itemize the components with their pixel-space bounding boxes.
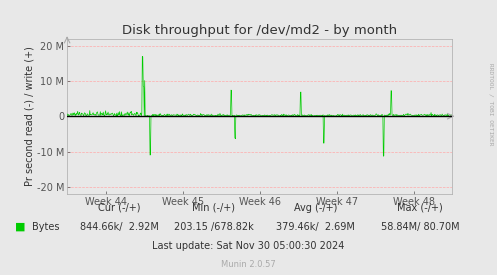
Text: ■: ■ bbox=[15, 222, 25, 232]
Text: 844.66k/  2.92M: 844.66k/ 2.92M bbox=[80, 222, 159, 232]
Text: Max (-/+): Max (-/+) bbox=[397, 203, 443, 213]
Text: Bytes: Bytes bbox=[32, 222, 60, 232]
Title: Disk throughput for /dev/md2 - by month: Disk throughput for /dev/md2 - by month bbox=[122, 24, 397, 37]
Y-axis label: Pr second read (-) / write (+): Pr second read (-) / write (+) bbox=[24, 46, 34, 186]
Text: Avg (-/+): Avg (-/+) bbox=[294, 203, 337, 213]
Text: 58.84M/ 80.70M: 58.84M/ 80.70M bbox=[381, 222, 459, 232]
Text: Cur (-/+): Cur (-/+) bbox=[98, 203, 141, 213]
Text: Last update: Sat Nov 30 05:00:30 2024: Last update: Sat Nov 30 05:00:30 2024 bbox=[152, 241, 345, 251]
Text: Min (-/+): Min (-/+) bbox=[192, 203, 235, 213]
Text: Munin 2.0.57: Munin 2.0.57 bbox=[221, 260, 276, 269]
Text: RRDTOOL / TOBI OETIKER: RRDTOOL / TOBI OETIKER bbox=[489, 63, 494, 146]
Text: 203.15 /678.82k: 203.15 /678.82k bbox=[174, 222, 253, 232]
Text: 379.46k/  2.69M: 379.46k/ 2.69M bbox=[276, 222, 355, 232]
